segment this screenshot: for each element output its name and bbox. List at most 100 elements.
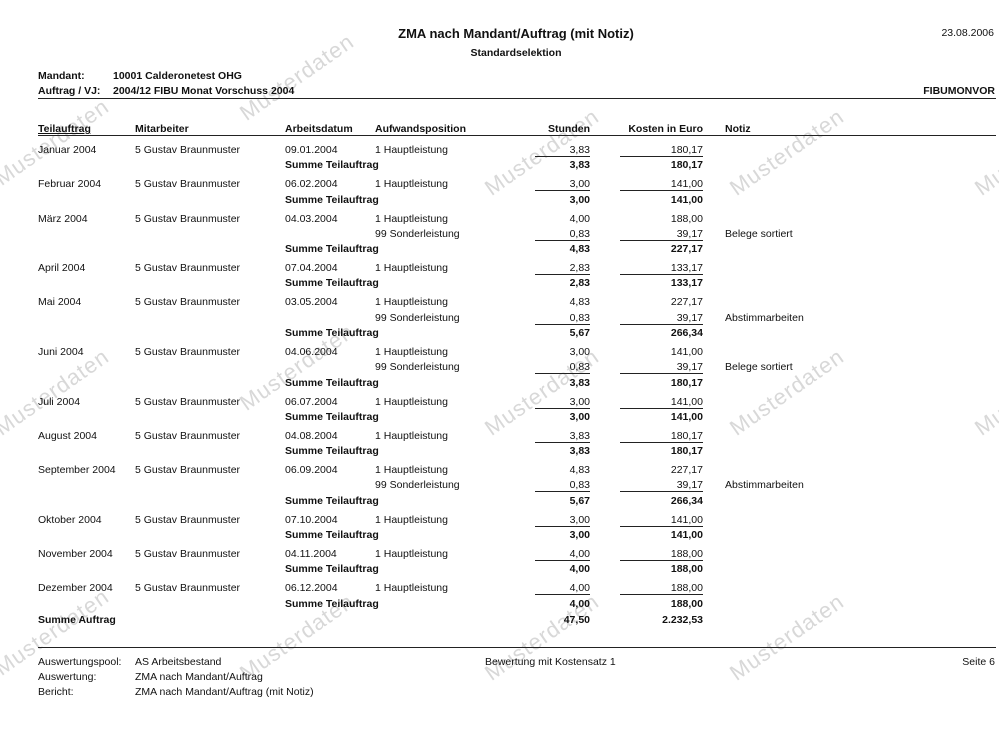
mitarbeiter-cell: 5 Gustav Braunmuster [135, 582, 241, 595]
summe-teilauftrag-row: Summe Teilauftrag 5,67 266,34 [0, 327, 999, 342]
summe-teilauftrag-row: Summe Teilauftrag 5,67 266,34 [0, 495, 999, 510]
summe-label: Summe Teilauftrag [285, 529, 379, 542]
summe-kosten: 180,17 [670, 159, 703, 172]
summe-stunden: 4,00 [569, 597, 590, 610]
total-stunden: 47,50 [563, 614, 590, 626]
footer-bewertung: Bewertung mit Kostensatz 1 [485, 656, 616, 668]
summe-stunden: 4,00 [569, 563, 590, 576]
summe-kosten: 141,00 [670, 410, 703, 423]
col-arbeitsdatum: Arbeitsdatum [285, 123, 353, 135]
summe-label: Summe Teilauftrag [285, 494, 379, 507]
summe-label: Summe Teilauftrag [285, 277, 379, 290]
summe-teilauftrag-row: Summe Teilauftrag 4,00 188,00 [0, 563, 999, 578]
mitarbeiter-cell: 5 Gustav Braunmuster [135, 429, 241, 442]
summe-stunden: 3,00 [569, 193, 590, 206]
teilauftrag-cell: März 2004 [38, 212, 88, 225]
teilauftrag-group: Oktober 2004 5 Gustav Braunmuster 07.10.20… [0, 514, 999, 545]
mitarbeiter-cell: 5 Gustav Braunmuster [135, 513, 241, 526]
notiz-cell: Abstimmarbeiten [725, 311, 804, 324]
aufwandsposition-cell: 1 Hauptleistung [375, 346, 448, 358]
summe-teilauftrag-row: Summe Teilauftrag 2,83 133,17 [0, 277, 999, 292]
summe-stunden: 3,00 [569, 410, 590, 423]
aufwandsposition-cell: 99 Sonderleistung [375, 311, 460, 324]
summe-stunden: 3,00 [569, 529, 590, 542]
column-headers: Teilauftrag Mitarbeiter Arbeitsdatum Auf… [0, 123, 999, 135]
summe-teilauftrag-row: Summe Teilauftrag 3,83 180,17 [0, 159, 999, 174]
auftrag-code: FIBUMONVOR [923, 85, 995, 97]
notiz-cell: Abstimmarbeiten [725, 479, 804, 492]
report-body: Januar 2004 5 Gustav Braunmuster 09.01.200… [0, 144, 999, 617]
summe-kosten: 141,00 [670, 529, 703, 542]
arbeitsdatum-cell: 03.05.2004 [285, 296, 338, 309]
col-notiz: Notiz [725, 123, 751, 135]
arbeitsdatum-cell: 04.03.2004 [285, 212, 338, 225]
mitarbeiter-cell: 5 Gustav Braunmuster [135, 346, 241, 358]
summe-stunden: 5,67 [569, 327, 590, 340]
table-row: März 2004 5 Gustav Braunmuster 04.03.2004 1… [0, 213, 999, 228]
notiz-cell: Belege sortiert [725, 227, 793, 240]
stunden-cell: 4,00 [569, 212, 590, 225]
kosten-cell: 39,17 [620, 228, 703, 241]
summe-teilauftrag-row: Summe Teilauftrag 4,00 188,00 [0, 598, 999, 613]
aufwandsposition-cell: 1 Hauptleistung [375, 582, 448, 595]
summe-label: Summe Teilauftrag [285, 597, 379, 610]
report-title: ZMA nach Mandant/Auftrag (mit Notiz) [398, 26, 634, 41]
summe-kosten: 180,17 [670, 445, 703, 458]
stunden-cell: 0,83 [535, 312, 590, 325]
kosten-cell: 39,17 [620, 361, 703, 375]
table-row: Juni 2004 5 Gustav Braunmuster 04.06.2004 1… [0, 346, 999, 361]
arbeitsdatum-cell: 04.11.2004 [285, 548, 337, 560]
table-row: April 2004 5 Gustav Braunmuster 07.04.2004… [0, 262, 999, 277]
arbeitsdatum-cell: 06.12.2004 [285, 582, 338, 595]
summe-teilauftrag-row: Summe Teilauftrag 3,00 141,00 [0, 411, 999, 426]
summe-label: Summe Teilauftrag [285, 327, 379, 340]
kosten-cell: 188,00 [620, 548, 703, 561]
arbeitsdatum-cell: 06.09.2004 [285, 464, 338, 477]
aufwandsposition-cell: 1 Hauptleistung [375, 178, 448, 191]
stunden-cell: 4,00 [535, 582, 590, 596]
summe-teilauftrag-row: Summe Teilauftrag 3,83 180,17 [0, 445, 999, 460]
total-kosten: 2.232,53 [662, 614, 703, 626]
stunden-cell: 3,00 [569, 346, 590, 358]
mitarbeiter-cell: 5 Gustav Braunmuster [135, 296, 241, 309]
col-kosten: Kosten in Euro [628, 123, 703, 135]
aufwandsposition-cell: 99 Sonderleistung [375, 361, 460, 374]
aufwandsposition-cell: 1 Hauptleistung [375, 464, 448, 477]
summe-label: Summe Teilauftrag [285, 243, 379, 256]
kosten-cell: 227,17 [670, 464, 703, 477]
teilauftrag-cell: Oktober 2004 [38, 513, 102, 526]
footer-auswertung-label: Auswertung: [38, 671, 97, 683]
teilauftrag-group: November 2004 5 Gustav Braunmuster 04.11.2… [0, 548, 999, 579]
summe-label: Summe Teilauftrag [285, 376, 379, 389]
teilauftrag-group: Juli 2004 5 Gustav Braunmuster 06.07.2004 1… [0, 396, 999, 427]
footer-pool-label: Auswertungspool: [38, 656, 122, 668]
table-row: 99 Sonderleistung 0,83 39,17 Belege sortier… [0, 361, 999, 376]
summe-label: Summe Teilauftrag [285, 193, 379, 206]
mandant-label: Mandant: [38, 70, 85, 82]
aufwandsposition-cell: 1 Hauptleistung [375, 395, 448, 408]
table-row: Februar 2004 5 Gustav Braunmuster 06.02.20… [0, 178, 999, 193]
arbeitsdatum-cell: 04.08.2004 [285, 429, 338, 442]
summe-label: Summe Teilauftrag [285, 563, 379, 576]
teilauftrag-cell: Januar 2004 [38, 144, 97, 156]
aufwandsposition-cell: 1 Hauptleistung [375, 548, 448, 560]
summe-stunden: 3,83 [569, 445, 590, 458]
teilauftrag-cell: Juli 2004 [38, 395, 81, 408]
column-header-divider [38, 135, 996, 136]
kosten-cell: 141,00 [620, 396, 703, 409]
arbeitsdatum-cell: 07.10.2004 [285, 513, 338, 526]
summe-kosten: 180,17 [670, 376, 703, 389]
summe-kosten: 266,34 [670, 494, 703, 507]
summe-kosten: 188,00 [670, 597, 703, 610]
aufwandsposition-cell: 1 Hauptleistung [375, 212, 448, 225]
summe-teilauftrag-row: Summe Teilauftrag 3,00 141,00 [0, 194, 999, 209]
col-aufwandsposition: Aufwandsposition [375, 123, 466, 135]
summe-kosten: 266,34 [670, 327, 703, 340]
mitarbeiter-cell: 5 Gustav Braunmuster [135, 395, 241, 408]
stunden-cell: 2,83 [535, 262, 590, 276]
kosten-cell: 188,00 [670, 212, 703, 225]
mitarbeiter-cell: 5 Gustav Braunmuster [135, 262, 241, 275]
stunden-cell: 4,83 [569, 296, 590, 309]
arbeitsdatum-cell: 09.01.2004 [285, 144, 338, 156]
table-row: 99 Sonderleistung 0,83 39,17 Belege sortier… [0, 228, 999, 243]
